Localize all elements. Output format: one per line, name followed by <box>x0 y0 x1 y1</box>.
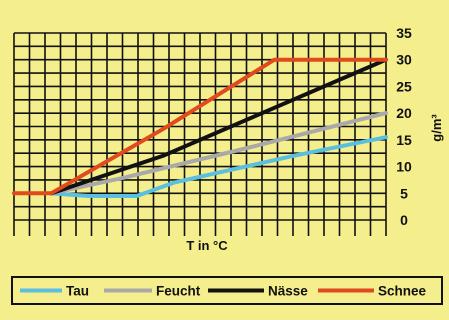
y-tick-label: 10 <box>396 159 412 175</box>
y-tick-label: 15 <box>396 132 412 148</box>
x-axis-label: T in °C <box>186 238 228 253</box>
legend: Tau Feucht Nässe Schnee <box>11 276 443 305</box>
y-tick-label: 5 <box>400 185 408 201</box>
y-tick-label: 30 <box>396 52 412 68</box>
legend-label-schnee: Schnee <box>378 284 427 299</box>
y-tick-label: 25 <box>396 78 412 94</box>
y-tick-label: 20 <box>396 105 412 121</box>
legend-box <box>11 276 443 305</box>
legend-label-nässe: Nässe <box>268 284 308 299</box>
series-line-nässe <box>49 57 388 196</box>
legend-label-feucht: Feucht <box>156 284 201 299</box>
y-axis-label: g/m³ <box>429 114 444 142</box>
legend-label-tau: Tau <box>66 284 89 299</box>
y-axis-ticks: 0 5 10 15 20 25 30 35 <box>396 25 412 228</box>
series-line-feucht <box>49 111 388 196</box>
y-tick-label: 0 <box>400 212 408 228</box>
series-line-schnee <box>12 57 388 196</box>
series-lines <box>12 57 388 198</box>
y-tick-label: 35 <box>396 25 412 41</box>
series-line-tau <box>49 135 388 198</box>
